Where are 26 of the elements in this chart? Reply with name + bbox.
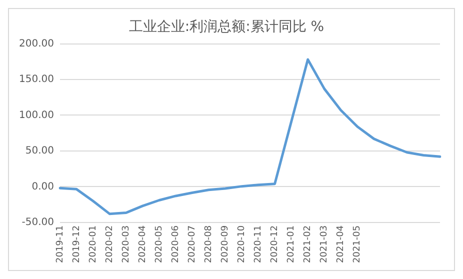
x-tick-label: 2020-07 (188, 225, 198, 264)
y-tick-label: 0.00 (32, 181, 54, 192)
x-tick-label: 2020-03 (121, 225, 132, 264)
x-tick-label: 2020-11 (254, 225, 264, 264)
y-tick-label: 100.00 (18, 110, 54, 121)
x-tick-label: 2021-01 (286, 225, 297, 264)
x-tick-label: 2020-08 (204, 225, 214, 264)
x-tick-label: 2021-04 (336, 225, 346, 264)
x-tick-label: 2021-05 (352, 225, 363, 264)
x-tick-label: 2020-10 (237, 225, 248, 264)
x-tick-label: 2019-11 (55, 225, 66, 264)
x-tick-label: 2020-02 (104, 225, 115, 264)
x-tick-label: 2019-12 (72, 225, 82, 264)
x-tick-label: 2020-12 (270, 225, 280, 264)
x-tick-label: 2020-04 (138, 225, 148, 264)
x-tick-label: 2020-06 (170, 225, 181, 264)
chart-title: 工业企业:利润总额:累计同比 % (128, 19, 324, 36)
y-tick-label: 50.00 (25, 146, 54, 157)
x-tick-label: 2020-05 (154, 225, 164, 264)
y-tick-label: 200.00 (18, 38, 54, 50)
x-tick-label: 2021-02 (303, 225, 314, 264)
x-tick-label: 2020-09 (220, 225, 231, 264)
y-tick-label: 150.00 (18, 74, 54, 86)
x-tick-label: 2020-01 (88, 225, 98, 264)
y-tick-label: -50.00 (22, 216, 54, 228)
x-tick-label: 2021-03 (320, 225, 330, 264)
